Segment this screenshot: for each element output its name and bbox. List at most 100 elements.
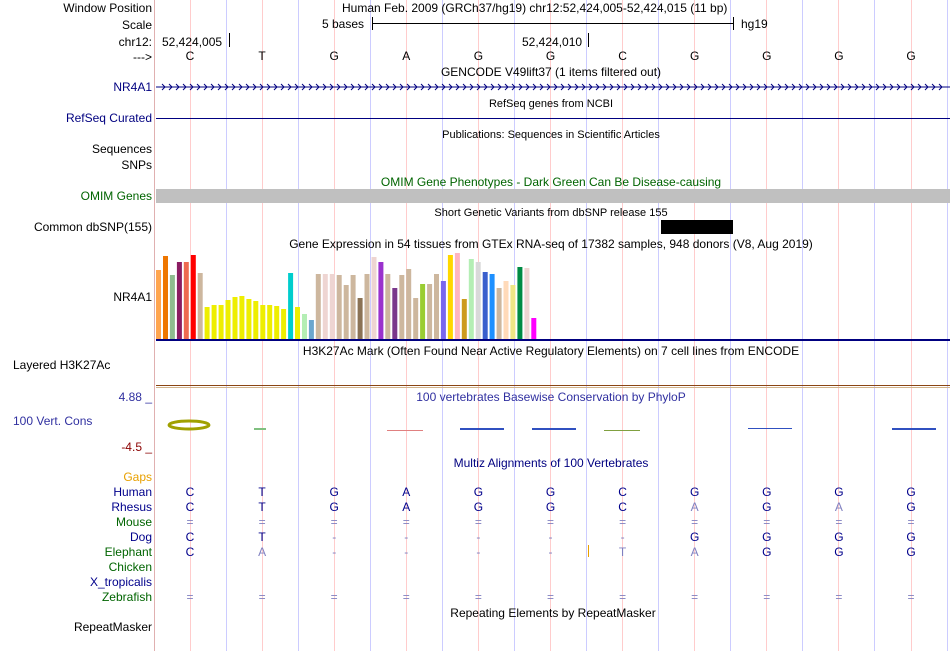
- dbsnp-variant[interactable]: [661, 220, 733, 234]
- alignment-base: C: [618, 485, 627, 499]
- gtex-tissue-bar[interactable]: [496, 288, 502, 339]
- alignment-base: G: [762, 530, 772, 544]
- pubs-label-sequences[interactable]: Sequences: [91, 142, 152, 156]
- gtex-tissue-bar[interactable]: [371, 257, 377, 339]
- gtex-tissue-bar[interactable]: [211, 305, 217, 339]
- species-label-rhesus[interactable]: Rhesus: [111, 500, 152, 514]
- gtex-tissue-bar[interactable]: [364, 274, 370, 339]
- omim-label[interactable]: OMIM Genes: [80, 189, 152, 203]
- strand-arrow: [532, 83, 537, 91]
- strand-arrow: [630, 83, 635, 91]
- alignment-base: C: [185, 500, 195, 514]
- gtex-tissue-bar[interactable]: [392, 288, 398, 339]
- gtex-tissue-bar[interactable]: [281, 309, 287, 339]
- gtex-tissue-bar[interactable]: [183, 262, 189, 339]
- species-label-elephant[interactable]: Elephant: [104, 545, 152, 559]
- gtex-tissue-bar[interactable]: [295, 307, 300, 339]
- gtex-tissue-bar[interactable]: [489, 274, 495, 339]
- gtex-tissue-bar[interactable]: [420, 284, 426, 339]
- gtex-tissue-bar[interactable]: [322, 274, 328, 339]
- h3k27ac-signal-line-2: [156, 387, 950, 388]
- gtex-tissue-bar[interactable]: [274, 306, 280, 339]
- gtex-tissue-bar[interactable]: [169, 275, 175, 339]
- gtex-tissue-bar[interactable]: [475, 262, 481, 339]
- phylop-label[interactable]: 100 Vert. Cons: [13, 414, 93, 428]
- base-letter: G: [690, 49, 700, 63]
- gtex-tissue-bar[interactable]: [517, 267, 523, 339]
- gtex-tissue-bar[interactable]: [343, 285, 349, 339]
- gtex-tissue-bar[interactable]: [357, 298, 363, 339]
- gtex-tissue-bar[interactable]: [510, 285, 516, 339]
- gtex-tissue-bar[interactable]: [531, 318, 537, 339]
- gaps-label[interactable]: Gaps: [123, 470, 152, 484]
- gtex-tissue-bar[interactable]: [447, 255, 453, 339]
- species-label-dog[interactable]: Dog: [129, 530, 152, 544]
- alignment-base: T: [618, 545, 627, 559]
- strand-arrow: [714, 83, 719, 91]
- gtex-tissue-bar[interactable]: [503, 281, 509, 339]
- gtex-tissue-bar[interactable]: [378, 262, 384, 339]
- gtex-tissue-bar[interactable]: [315, 274, 321, 339]
- gtex-tissue-bar[interactable]: [163, 256, 168, 339]
- gtex-tissue-bar[interactable]: [461, 299, 467, 339]
- gencode-gene-feature[interactable]: [156, 82, 950, 92]
- gtex-tissue-bar[interactable]: [482, 272, 488, 339]
- gtex-tissue-bar[interactable]: [524, 268, 530, 339]
- gtex-tissue-bar[interactable]: [190, 255, 196, 339]
- strand-arrow: [903, 83, 908, 91]
- alignment-base: =: [186, 590, 194, 604]
- strand-arrow: [602, 83, 607, 91]
- elephant-insertion-marker[interactable]: [588, 545, 589, 557]
- gtex-label[interactable]: NR4A1: [113, 290, 152, 304]
- gtex-tissue-bar[interactable]: [413, 298, 419, 339]
- phylop-signal[interactable]: [156, 416, 950, 436]
- gtex-tissue-bar[interactable]: [406, 269, 412, 339]
- gtex-tissue-bar[interactable]: [197, 273, 203, 339]
- gtex-tissue-bar[interactable]: [232, 297, 238, 339]
- refseq-gene-line[interactable]: [156, 118, 950, 119]
- gtex-tissue-bar[interactable]: [454, 253, 460, 339]
- refseq-label[interactable]: RefSeq Curated: [65, 111, 152, 125]
- strand-arrow: [385, 83, 390, 91]
- gtex-tissue-bar[interactable]: [440, 281, 446, 339]
- gtex-tissue-bar[interactable]: [308, 320, 314, 339]
- dbsnp-label[interactable]: Common dbSNP(155): [33, 220, 152, 234]
- species-label-zebrafish[interactable]: Zebrafish: [101, 590, 152, 604]
- gtex-tissue-bar[interactable]: [427, 284, 433, 339]
- repeat-label[interactable]: RepeatMasker: [73, 620, 152, 634]
- strand-arrow: [525, 83, 530, 91]
- species-label-chicken[interactable]: Chicken: [108, 560, 152, 574]
- h3k27ac-label[interactable]: Layered H3K27Ac: [13, 358, 111, 372]
- omim-feature-bar[interactable]: [156, 189, 950, 203]
- gtex-tissue-bar[interactable]: [267, 305, 273, 339]
- strand-arrow: [882, 83, 887, 91]
- gtex-tissue-bar[interactable]: [350, 275, 356, 339]
- gtex-tissue-bar[interactable]: [239, 296, 245, 339]
- strand-arrow: [924, 83, 929, 91]
- species-label-mouse[interactable]: Mouse: [115, 515, 152, 529]
- pubs-label-snps[interactable]: SNPs: [121, 158, 152, 172]
- gtex-tissue-bar[interactable]: [253, 301, 259, 339]
- h3k27ac-signal-line[interactable]: [156, 385, 950, 386]
- gtex-tissue-bar[interactable]: [302, 314, 307, 339]
- gtex-tissue-bar[interactable]: [204, 307, 210, 339]
- gtex-tissue-bar[interactable]: [225, 300, 231, 339]
- gtex-tissue-bar[interactable]: [260, 305, 266, 339]
- species-label-x_tropicalis[interactable]: X_tropicalis: [89, 575, 152, 589]
- gtex-tissue-bar[interactable]: [399, 275, 405, 339]
- gtex-tissue-bar[interactable]: [336, 275, 342, 339]
- gtex-tissue-bar[interactable]: [468, 259, 474, 339]
- gtex-bar-chart[interactable]: [156, 252, 556, 340]
- gtex-tissue-bar[interactable]: [385, 274, 391, 339]
- gtex-tissue-bar[interactable]: [329, 274, 335, 339]
- alignment-base: A: [258, 545, 267, 559]
- alignment-base: G: [545, 485, 556, 499]
- gtex-tissue-bar[interactable]: [176, 262, 182, 339]
- gtex-tissue-bar[interactable]: [434, 274, 439, 339]
- gtex-tissue-bar[interactable]: [288, 273, 294, 339]
- gencode-label[interactable]: NR4A1: [113, 80, 152, 94]
- gtex-tissue-bar[interactable]: [246, 299, 252, 339]
- gtex-tissue-bar[interactable]: [156, 270, 161, 339]
- gtex-tissue-bar[interactable]: [218, 305, 224, 339]
- species-label-human[interactable]: Human: [113, 485, 152, 499]
